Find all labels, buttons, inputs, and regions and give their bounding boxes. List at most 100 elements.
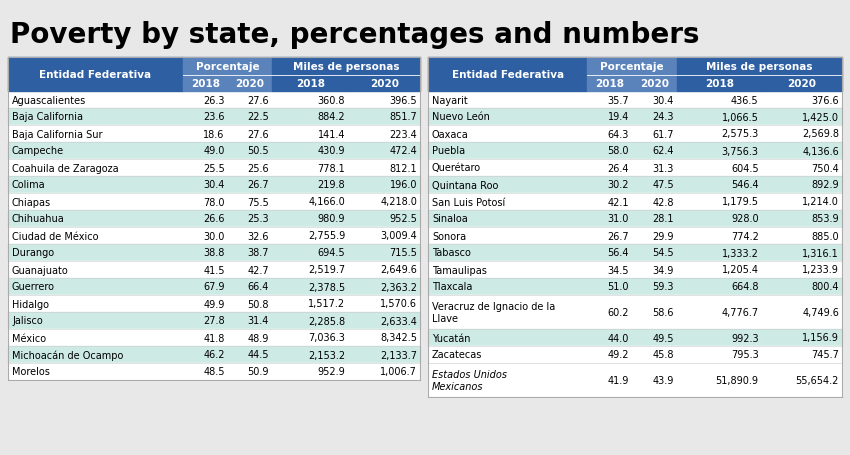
Text: 55,654.2: 55,654.2 (796, 375, 839, 385)
Text: 60.2: 60.2 (608, 307, 629, 317)
Bar (428, 126, 842, 143)
Text: 4,749.6: 4,749.6 (802, 307, 839, 317)
Text: 49.0: 49.0 (203, 146, 224, 156)
Text: 42.7: 42.7 (247, 265, 269, 275)
Text: 75.5: 75.5 (247, 197, 269, 207)
Text: 4,776.7: 4,776.7 (722, 307, 759, 317)
Text: 34.5: 34.5 (608, 265, 629, 275)
Text: 66.4: 66.4 (247, 282, 269, 292)
Text: 26.3: 26.3 (203, 95, 224, 105)
Text: 2020: 2020 (640, 79, 669, 89)
Text: 952.5: 952.5 (389, 214, 417, 224)
Text: Coahuila de Zaragoza: Coahuila de Zaragoza (12, 163, 119, 173)
Text: 61.7: 61.7 (652, 129, 674, 139)
Text: 29.9: 29.9 (652, 231, 674, 241)
Text: 2018: 2018 (705, 79, 734, 89)
Text: 2,363.2: 2,363.2 (380, 282, 417, 292)
Text: Querétaro: Querétaro (432, 163, 481, 173)
Text: 360.8: 360.8 (318, 95, 345, 105)
Text: Porcentaje: Porcentaje (600, 62, 664, 72)
Text: 25.5: 25.5 (203, 163, 224, 173)
Text: 44.0: 44.0 (608, 333, 629, 343)
Text: 27.6: 27.6 (247, 95, 269, 105)
Text: San Luis Potosí: San Luis Potosí (432, 197, 505, 207)
Bar (8, 346, 420, 363)
Bar (183, 58, 272, 76)
Text: 812.1: 812.1 (389, 163, 417, 173)
Text: 26.4: 26.4 (608, 163, 629, 173)
Text: 59.3: 59.3 (652, 282, 674, 292)
Text: 1,333.2: 1,333.2 (722, 248, 759, 258)
Text: 49.9: 49.9 (203, 299, 224, 309)
Bar (428, 143, 842, 160)
Text: 25.3: 25.3 (247, 214, 269, 224)
Text: 1,517.2: 1,517.2 (309, 299, 345, 309)
Text: 45.8: 45.8 (652, 350, 674, 360)
Text: 694.5: 694.5 (318, 248, 345, 258)
Text: 2,755.9: 2,755.9 (308, 231, 345, 241)
Text: 2,285.8: 2,285.8 (309, 316, 345, 326)
Text: 30.2: 30.2 (608, 180, 629, 190)
Bar (8, 211, 420, 228)
Text: Tabasco: Tabasco (432, 248, 471, 258)
Text: Veracruz de Ignacio de la
Llave: Veracruz de Ignacio de la Llave (432, 301, 555, 324)
Text: Nayarit: Nayarit (432, 95, 468, 105)
Text: 23.6: 23.6 (203, 112, 224, 122)
Text: 62.4: 62.4 (652, 146, 674, 156)
Text: 34.9: 34.9 (653, 265, 674, 275)
Text: 50.9: 50.9 (247, 367, 269, 377)
Text: Estados Unidos
Mexicanos: Estados Unidos Mexicanos (432, 369, 507, 391)
Text: 1,570.6: 1,570.6 (380, 299, 417, 309)
Text: Miles de personas: Miles de personas (292, 62, 400, 72)
Text: 4,136.6: 4,136.6 (802, 146, 839, 156)
Text: México: México (12, 333, 46, 343)
Bar (428, 58, 587, 92)
Text: 196.0: 196.0 (389, 180, 417, 190)
Text: 223.4: 223.4 (389, 129, 417, 139)
Text: 30.0: 30.0 (203, 231, 224, 241)
Text: Colima: Colima (12, 180, 46, 190)
Bar (8, 193, 420, 211)
Text: 853.9: 853.9 (812, 214, 839, 224)
Bar (8, 177, 420, 193)
Text: 46.2: 46.2 (203, 350, 224, 360)
Bar (428, 346, 842, 363)
Text: Poverty by state, percentages and numbers: Poverty by state, percentages and number… (10, 21, 700, 49)
Bar (428, 211, 842, 228)
Text: 58.0: 58.0 (608, 146, 629, 156)
Text: 38.8: 38.8 (203, 248, 224, 258)
Text: 27.6: 27.6 (247, 129, 269, 139)
Bar (428, 160, 842, 177)
Text: 26.7: 26.7 (247, 180, 269, 190)
Text: 2020: 2020 (235, 79, 264, 89)
Text: 928.0: 928.0 (731, 214, 759, 224)
Text: Nuevo León: Nuevo León (432, 112, 490, 122)
Text: 3,756.3: 3,756.3 (722, 146, 759, 156)
Text: 1,066.5: 1,066.5 (722, 112, 759, 122)
Bar (272, 58, 420, 76)
Text: Michoacán de Ocampo: Michoacán de Ocampo (12, 349, 123, 360)
Text: 800.4: 800.4 (812, 282, 839, 292)
Bar (428, 244, 842, 262)
Bar (428, 278, 842, 295)
Text: 2,633.4: 2,633.4 (380, 316, 417, 326)
Text: 27.8: 27.8 (203, 316, 224, 326)
Text: 51.0: 51.0 (608, 282, 629, 292)
Bar (272, 76, 348, 92)
Text: 992.3: 992.3 (731, 333, 759, 343)
Bar (8, 278, 420, 295)
Text: 38.7: 38.7 (247, 248, 269, 258)
Text: Durango: Durango (12, 248, 54, 258)
Text: 980.9: 980.9 (318, 214, 345, 224)
Text: 141.4: 141.4 (318, 129, 345, 139)
Text: 50.8: 50.8 (247, 299, 269, 309)
Text: 546.4: 546.4 (731, 180, 759, 190)
Bar (677, 76, 762, 92)
Text: 47.5: 47.5 (652, 180, 674, 190)
Text: 1,214.0: 1,214.0 (802, 197, 839, 207)
Bar (183, 76, 228, 92)
Text: 376.6: 376.6 (812, 95, 839, 105)
Text: 436.5: 436.5 (731, 95, 759, 105)
Bar (8, 295, 420, 312)
Text: 795.3: 795.3 (731, 350, 759, 360)
